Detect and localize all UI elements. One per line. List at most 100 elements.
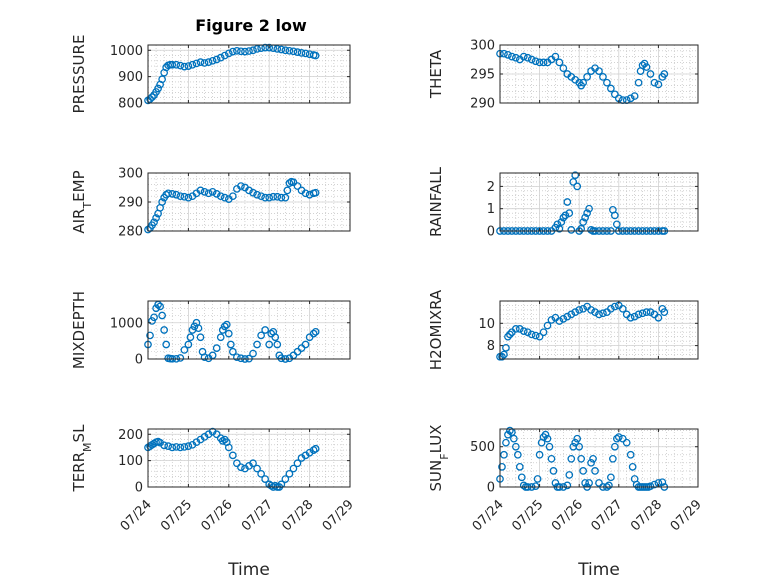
y-tick-label: 0	[135, 481, 143, 496]
y-tick-label: 2	[487, 180, 495, 195]
series-mixdepth	[144, 300, 320, 363]
data-point	[599, 73, 607, 81]
data-point	[249, 459, 257, 468]
data-point	[567, 310, 576, 319]
data-point	[311, 327, 320, 336]
data-point	[511, 325, 520, 333]
data-point	[626, 450, 635, 459]
data-point	[293, 459, 302, 468]
data-point	[204, 189, 213, 198]
data-point	[646, 482, 655, 491]
data-point	[577, 224, 586, 233]
data-point	[610, 302, 619, 311]
data-point	[609, 454, 617, 463]
data-point	[265, 193, 274, 202]
data-point	[605, 481, 613, 490]
data-point	[500, 350, 508, 359]
data-point	[610, 442, 619, 451]
data-point	[265, 43, 274, 52]
y-tick-label: 280	[118, 225, 143, 240]
y-tick-label: 1	[487, 202, 495, 217]
data-point	[543, 321, 552, 330]
data-point	[565, 209, 574, 218]
data-point	[158, 311, 166, 320]
axes-box	[147, 300, 351, 360]
data-point	[249, 46, 257, 55]
data-point	[585, 204, 593, 213]
data-point	[186, 333, 195, 342]
data-point	[553, 220, 562, 229]
data-point	[504, 430, 512, 439]
data-point	[249, 188, 257, 197]
data-point	[630, 312, 639, 321]
y-axis-label: SUNFLUX	[427, 425, 451, 492]
data-point	[257, 192, 265, 201]
data-point	[150, 218, 158, 227]
data-point	[660, 70, 669, 78]
data-point	[265, 340, 274, 349]
axes-background	[500, 173, 698, 231]
data-point	[261, 43, 270, 52]
y-tick-label: 10	[478, 317, 495, 332]
data-point	[228, 451, 237, 460]
data-point	[261, 326, 270, 334]
data-point	[563, 312, 572, 321]
data-point	[504, 332, 512, 341]
data-point	[285, 469, 294, 478]
data-point	[224, 443, 233, 452]
data-point	[152, 214, 160, 222]
data-point	[158, 75, 166, 84]
data-point	[261, 475, 270, 483]
data-point	[595, 67, 603, 75]
data-point	[634, 310, 643, 319]
y-axis-label: AIRTEMP	[70, 170, 94, 233]
data-point	[535, 58, 544, 67]
y-tick-label: 500	[470, 440, 495, 455]
axes-box	[499, 428, 699, 488]
data-point	[555, 224, 564, 233]
data-point	[204, 58, 213, 66]
data-point	[228, 192, 237, 201]
data-point	[277, 354, 286, 363]
data-point	[208, 188, 217, 196]
data-point	[612, 220, 621, 229]
data-point	[172, 190, 181, 199]
y-tick-label: 300	[470, 39, 495, 54]
data-point	[642, 63, 651, 71]
y-tick-label: 200	[118, 428, 143, 443]
data-point	[176, 192, 185, 201]
data-point	[573, 434, 582, 443]
data-point	[168, 190, 177, 198]
data-point	[289, 464, 298, 473]
data-point	[559, 64, 568, 73]
x-tick-label: 07/28	[279, 497, 316, 534]
data-point	[650, 480, 659, 489]
x-axis-label: Time	[577, 560, 620, 580]
data-point	[228, 347, 237, 356]
y-tick-label: 0	[487, 225, 495, 240]
axes-box	[147, 44, 351, 104]
data-point	[253, 45, 261, 53]
data-point	[569, 178, 578, 186]
data-point	[555, 317, 564, 325]
data-point	[515, 463, 524, 471]
data-point	[599, 309, 607, 318]
data-point	[579, 304, 588, 313]
data-point	[253, 190, 261, 199]
data-point	[241, 47, 249, 56]
data-point	[224, 329, 233, 338]
data-point	[585, 479, 593, 487]
data-point	[281, 46, 290, 55]
data-point	[506, 426, 514, 435]
data-point	[502, 438, 510, 447]
data-point	[638, 309, 647, 318]
y-axis-label: TERRMSL	[70, 424, 94, 493]
y-axis-label: RAINFALL	[427, 166, 445, 237]
data-point	[523, 53, 532, 62]
data-point	[188, 60, 197, 69]
data-point	[581, 479, 589, 487]
x-tick-label: 07/25	[509, 497, 546, 534]
y-tick-label: 8	[487, 339, 495, 354]
data-point	[654, 80, 663, 89]
data-point	[226, 340, 235, 349]
